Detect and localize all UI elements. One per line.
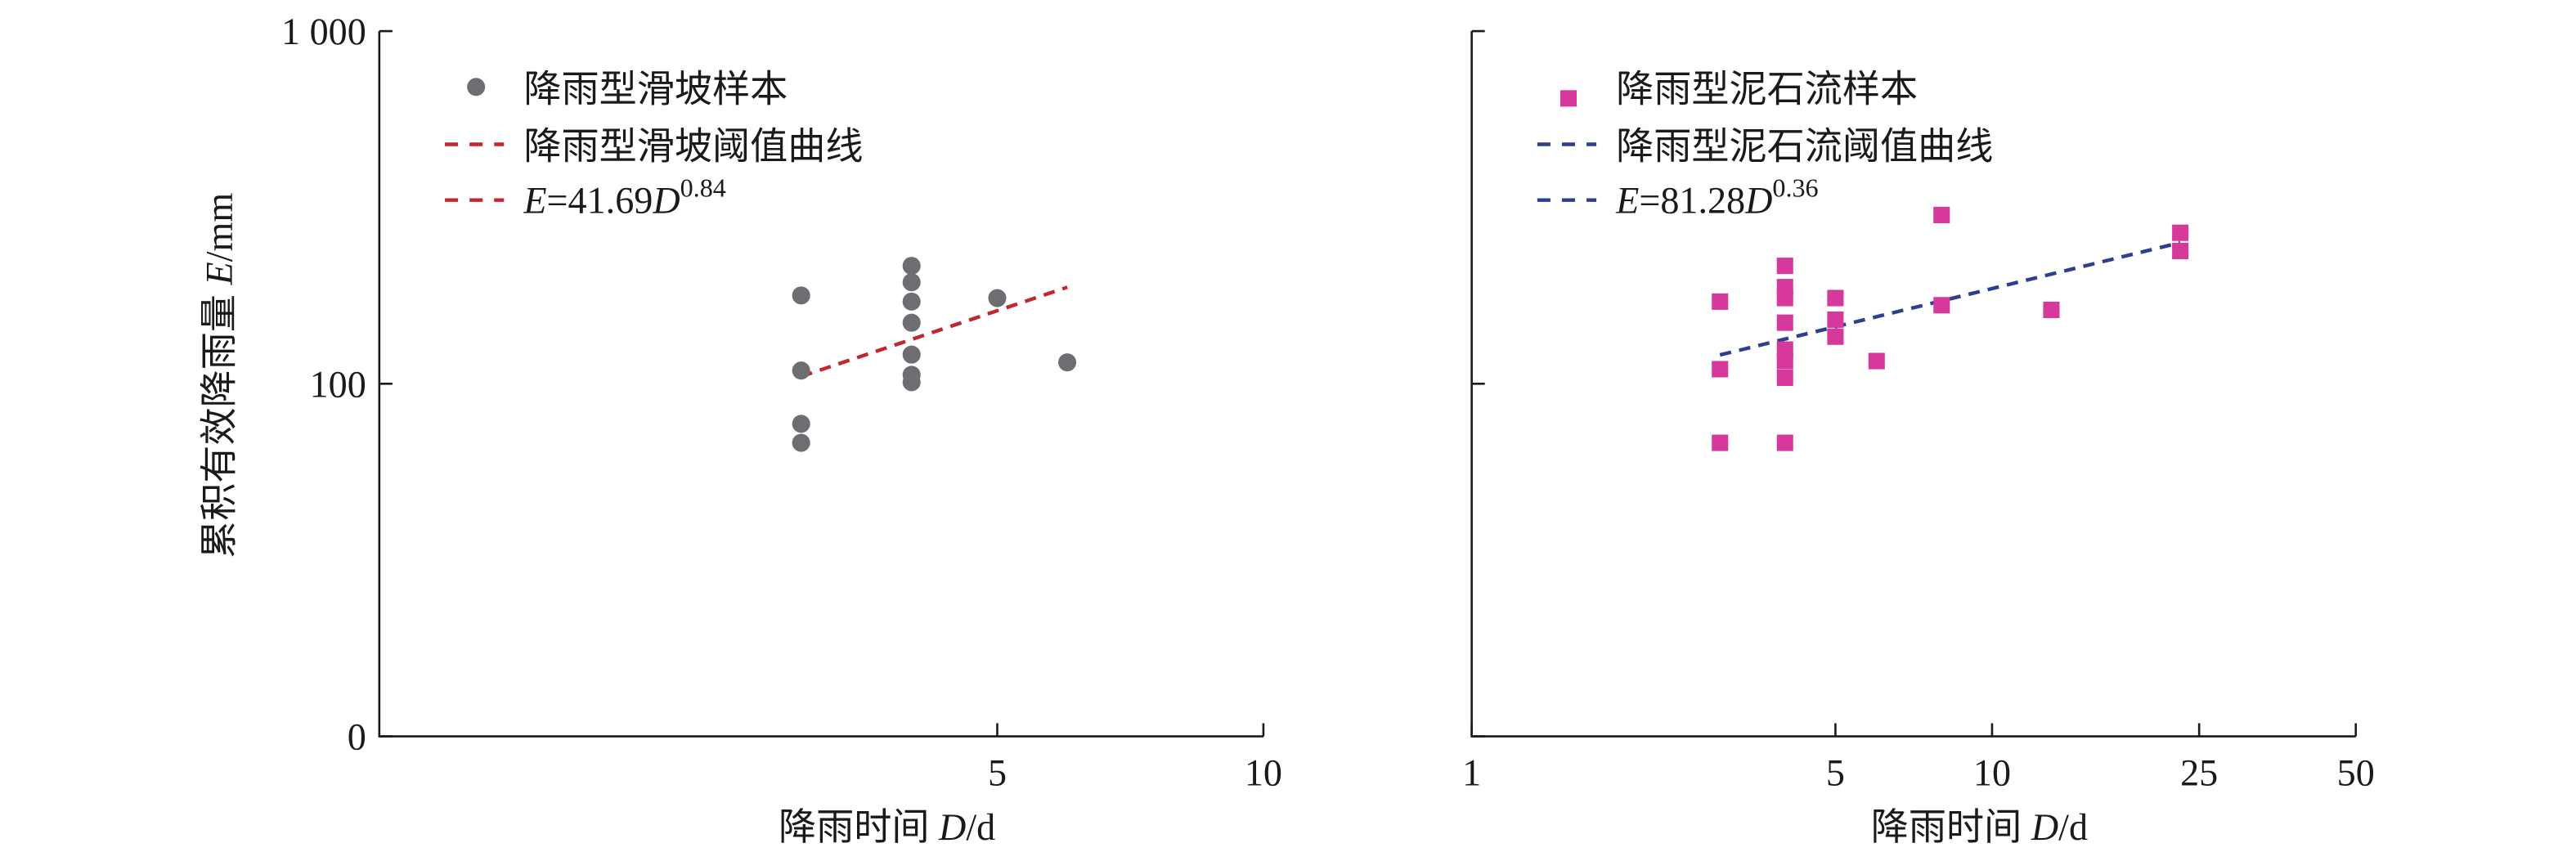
point: [792, 415, 810, 433]
formula-part: 0.84: [680, 173, 726, 203]
point: [1712, 361, 1729, 378]
legend-label: 降雨型泥石流样本: [1616, 68, 1918, 110]
point: [792, 433, 810, 452]
point: [1933, 206, 1950, 223]
point: [1868, 352, 1885, 370]
x-tick-label: 10: [1973, 752, 2011, 794]
legend-marker: [467, 78, 486, 96]
point: [2043, 301, 2060, 319]
chart: 0 100 1 000 5 10 降雨时间 D/d 累积有效降雨量 E/mm 降雨型滑坡样本降…: [198, 11, 1282, 848]
y-tick-label: 1 000: [281, 11, 366, 52]
point: [902, 257, 921, 276]
y-tick-label: 100: [310, 363, 366, 405]
formula-part: D: [1744, 180, 1772, 222]
y-axis-label: 累积有效降雨量 E/mm: [198, 193, 240, 558]
y-axis-label-part: /mm: [198, 193, 240, 262]
x-tick-label: 5: [988, 752, 1007, 794]
formula-part: E: [1615, 180, 1639, 222]
point: [1827, 289, 1844, 307]
formula-part: =41.69: [547, 180, 653, 222]
fit-line: [800, 285, 1068, 379]
legend-label: E=41.69D0.84: [523, 173, 725, 222]
legend-marker: [1560, 90, 1577, 107]
point: [1933, 297, 1950, 314]
x-tick-label: 1: [1462, 752, 1481, 794]
point: [988, 289, 1007, 307]
point: [902, 373, 921, 392]
point: [792, 286, 810, 305]
x-axis-label-part: 降雨时间: [779, 806, 939, 848]
legend-label: E=81.28D0.36: [1615, 173, 1818, 222]
x-axis-label-part: /d: [966, 806, 995, 848]
point: [902, 313, 921, 332]
x-axis-label-part: 降雨时间: [1871, 806, 2031, 848]
y-axis-label-part: E: [198, 262, 240, 285]
point: [902, 345, 921, 364]
point: [902, 292, 921, 311]
legend-label: 降雨型泥石流阈值曲线: [1616, 126, 1993, 168]
legend-label: 降雨型滑坡样本: [523, 68, 788, 110]
point: [2172, 242, 2189, 259]
point: [2172, 224, 2189, 241]
x-axis-label: 降雨时间 D/d: [779, 806, 995, 848]
x-tick-label: 50: [2337, 752, 2375, 794]
fit-line: [1719, 240, 2181, 357]
point: [1827, 311, 1844, 328]
point: [1776, 369, 1793, 387]
formula-part: D: [652, 180, 680, 222]
point: [1776, 352, 1793, 370]
x-axis-label-part: /d: [2058, 806, 2088, 848]
x-axis-label-part: D: [2031, 806, 2058, 848]
formula-part: E: [523, 180, 546, 222]
point: [792, 361, 810, 380]
point: [1058, 353, 1077, 372]
point: [1776, 314, 1793, 331]
point: [1776, 258, 1793, 275]
point: [1776, 434, 1793, 451]
x-tick-label: 25: [2180, 752, 2218, 794]
y-tick-label: 0: [348, 716, 366, 758]
x-tick-label: 5: [1826, 752, 1845, 794]
formula-part: 0.36: [1772, 173, 1818, 203]
point: [1827, 328, 1844, 345]
point: [1712, 293, 1729, 310]
legend-label: 降雨型滑坡阈值曲线: [523, 126, 863, 168]
point: [1712, 434, 1729, 451]
x-axis-label-part: D: [938, 806, 966, 848]
y-axis-label-part: 累积有效降雨量: [198, 285, 240, 558]
formula-part: =81.28: [1639, 180, 1745, 222]
x-axis-label: 降雨时间 D/d: [1871, 806, 2088, 848]
point: [1776, 289, 1793, 307]
x-tick-label: 10: [1245, 752, 1282, 794]
point: [902, 273, 921, 292]
